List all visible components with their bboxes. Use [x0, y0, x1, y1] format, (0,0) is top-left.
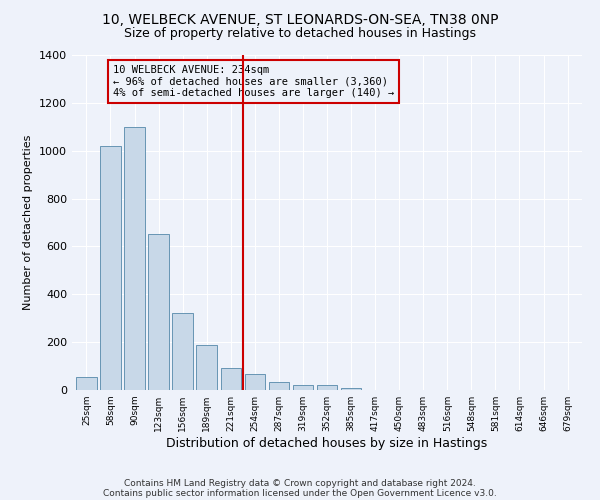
Bar	[221, 368, 241, 390]
Bar	[172, 314, 193, 390]
Bar	[124, 127, 145, 390]
Bar	[317, 384, 337, 390]
Bar	[196, 344, 217, 390]
Bar	[245, 374, 265, 390]
Bar	[293, 384, 313, 390]
Text: Contains HM Land Registry data © Crown copyright and database right 2024.: Contains HM Land Registry data © Crown c…	[124, 478, 476, 488]
Bar	[76, 377, 97, 390]
X-axis label: Distribution of detached houses by size in Hastings: Distribution of detached houses by size …	[166, 437, 488, 450]
Bar	[148, 234, 169, 390]
Bar	[269, 382, 289, 390]
Bar	[100, 146, 121, 390]
Text: 10 WELBECK AVENUE: 234sqm
← 96% of detached houses are smaller (3,360)
4% of sem: 10 WELBECK AVENUE: 234sqm ← 96% of detac…	[113, 65, 394, 98]
Y-axis label: Number of detached properties: Number of detached properties	[23, 135, 34, 310]
Text: 10, WELBECK AVENUE, ST LEONARDS-ON-SEA, TN38 0NP: 10, WELBECK AVENUE, ST LEONARDS-ON-SEA, …	[102, 12, 498, 26]
Text: Size of property relative to detached houses in Hastings: Size of property relative to detached ho…	[124, 28, 476, 40]
Text: Contains public sector information licensed under the Open Government Licence v3: Contains public sector information licen…	[103, 488, 497, 498]
Bar	[341, 388, 361, 390]
